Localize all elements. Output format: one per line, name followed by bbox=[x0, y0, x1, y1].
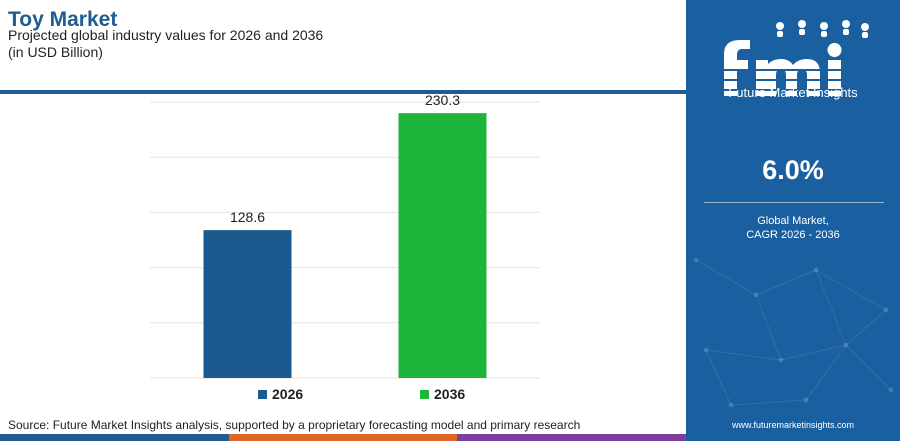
cagr-label-period: CAGR 2026 - 2036 bbox=[746, 229, 840, 241]
bar-2036 bbox=[398, 113, 487, 378]
subtitle-line: Projected global industry values for 202… bbox=[8, 27, 324, 43]
source-note: Source: Future Market Insights analysis,… bbox=[8, 418, 581, 432]
network-background bbox=[693, 257, 894, 408]
chart-subtitle: Projected global industry values for 202… bbox=[8, 27, 323, 61]
bottom-color-bar bbox=[0, 434, 686, 441]
cagr-label: Global Market, CAGR 2026 - 2036 bbox=[686, 214, 900, 242]
legend-swatch bbox=[420, 390, 429, 399]
legend-label: 2026 bbox=[272, 386, 303, 402]
legend-label: 2036 bbox=[434, 386, 465, 402]
bottom-bar-segment bbox=[457, 434, 686, 441]
cagr-value: 6.0% bbox=[762, 155, 824, 185]
header-divider bbox=[0, 90, 686, 94]
data-label: 230.3 bbox=[425, 94, 460, 108]
data-label: 128.6 bbox=[230, 209, 265, 225]
bottom-bar-segment bbox=[229, 434, 457, 441]
fmi-logo-icon bbox=[720, 20, 869, 96]
chart-header: Toy Market Projected global industry val… bbox=[0, 0, 686, 90]
chart-title: Toy Market bbox=[8, 8, 118, 31]
logo-wordmark: Future Market Insights bbox=[728, 85, 858, 100]
panel-divider bbox=[704, 202, 884, 203]
legend-swatch bbox=[258, 390, 267, 399]
bottom-bar-segment bbox=[0, 434, 229, 441]
bar-2026 bbox=[203, 230, 292, 378]
bar-chart: 128.6 230.3 2026 2036 bbox=[150, 94, 540, 402]
summary-panel: Future Market Insights 6.0% Global Marke… bbox=[686, 0, 900, 441]
website-link[interactable]: www.futuremarketinsights.com bbox=[731, 420, 855, 430]
cagr-label-line: Global Market, bbox=[757, 215, 829, 227]
subtitle-unit: (in USD Billion) bbox=[8, 44, 103, 60]
